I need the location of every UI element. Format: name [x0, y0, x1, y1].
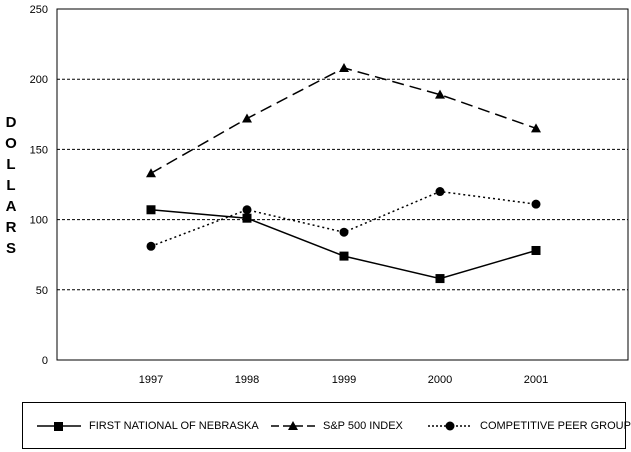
data-point-triangle — [435, 89, 445, 99]
series-triangle — [146, 62, 541, 178]
x-tick-label: 1997 — [139, 374, 163, 386]
plot-area — [56, 8, 629, 361]
series-square — [146, 205, 541, 284]
data-point-triangle — [339, 62, 349, 72]
data-point-square — [435, 274, 445, 284]
legend-item-first-national: FIRST NATIONAL OF NEBRASKA — [35, 418, 259, 434]
series-circle — [146, 187, 541, 251]
x-axis-ticks: 1997 1998 1999 2000 2001 — [139, 374, 548, 386]
data-point-circle — [146, 241, 156, 251]
gridlines — [57, 78, 628, 291]
y-axis-label-letter: R — [5, 219, 17, 236]
x-tick-label: 2000 — [428, 374, 452, 386]
y-axis-ticks: 0 50 100 150 200 250 — [30, 4, 48, 367]
data-point-circle — [531, 199, 541, 209]
legend-label-sp500: S&P 500 INDEX — [323, 420, 403, 432]
y-axis-label-letter: L — [6, 156, 16, 173]
y-tick-label: 50 — [36, 285, 48, 297]
y-axis-label-letter: O — [5, 135, 17, 152]
y-tick-label: 150 — [30, 144, 48, 156]
y-axis-label-letter: L — [6, 177, 16, 194]
y-tick-label: 100 — [30, 215, 48, 227]
series-line — [150, 190, 537, 247]
y-axis-label-letter: D — [5, 114, 17, 131]
data-point-circle — [242, 205, 252, 215]
y-axis-label-letter: A — [5, 198, 17, 215]
series-line — [150, 67, 537, 174]
data-point-square — [146, 205, 156, 215]
y-tick-label: 200 — [30, 74, 48, 86]
y-tick-label: 0 — [42, 355, 48, 367]
x-tick-label: 2001 — [524, 374, 548, 386]
legend-label-first-national: FIRST NATIONAL OF NEBRASKA — [89, 420, 259, 432]
data-point-square — [242, 213, 252, 223]
line-chart: 0 50 100 150 200 250 1997 1998 1999 2000 2001 — [30, 4, 629, 386]
series-group — [146, 62, 541, 284]
data-point-circle — [435, 187, 445, 197]
legend-marker-circle — [428, 421, 472, 431]
legend: FIRST NATIONAL OF NEBRASKA S&P 500 INDEX… — [22, 402, 631, 449]
data-point-square — [531, 245, 541, 255]
x-tick-label: 1998 — [235, 374, 259, 386]
legend-item-peer-group: COMPETITIVE PEER GROUP — [426, 418, 631, 434]
y-axis-label-letter: S — [5, 240, 16, 257]
data-point-triangle — [531, 123, 541, 133]
y-tick-label: 250 — [30, 4, 48, 16]
legend-marker-triangle — [271, 421, 315, 430]
data-point-square — [339, 251, 349, 261]
data-point-circle — [339, 227, 349, 237]
legend-label-peer-group: COMPETITIVE PEER GROUP — [480, 420, 631, 432]
data-point-triangle — [242, 113, 252, 123]
x-tick-label: 1999 — [332, 374, 356, 386]
legend-item-sp500: S&P 500 INDEX — [269, 418, 403, 434]
legend-marker-square — [37, 422, 81, 431]
data-point-triangle — [146, 168, 156, 178]
